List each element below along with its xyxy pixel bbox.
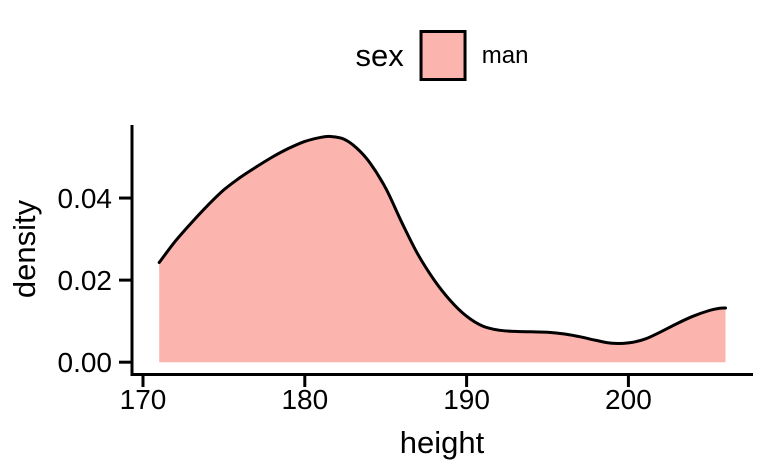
x-tick-label: 200 [605, 384, 652, 415]
y-tick-label: 0.00 [58, 347, 113, 378]
y-axis-title: density [7, 199, 42, 299]
x-tick-label: 170 [120, 384, 167, 415]
legend-title: sex [355, 37, 404, 73]
y-tick-label: 0.02 [58, 265, 113, 296]
legend: sex man [355, 30, 529, 81]
x-tick-label: 180 [281, 384, 328, 415]
y-tick-label: 0.04 [58, 183, 113, 214]
density-area-fill [159, 136, 726, 363]
density-curve [157, 134, 727, 346]
x-tick-label: 190 [443, 384, 490, 415]
y-axis-ticks: 0.00 0.02 0.04 [58, 183, 132, 378]
legend-key-swatch [419, 30, 467, 81]
x-axis-title: height [399, 425, 485, 460]
x-axis-ticks: 170 180 190 200 [120, 374, 652, 415]
legend-entry-label: man [481, 41, 529, 69]
